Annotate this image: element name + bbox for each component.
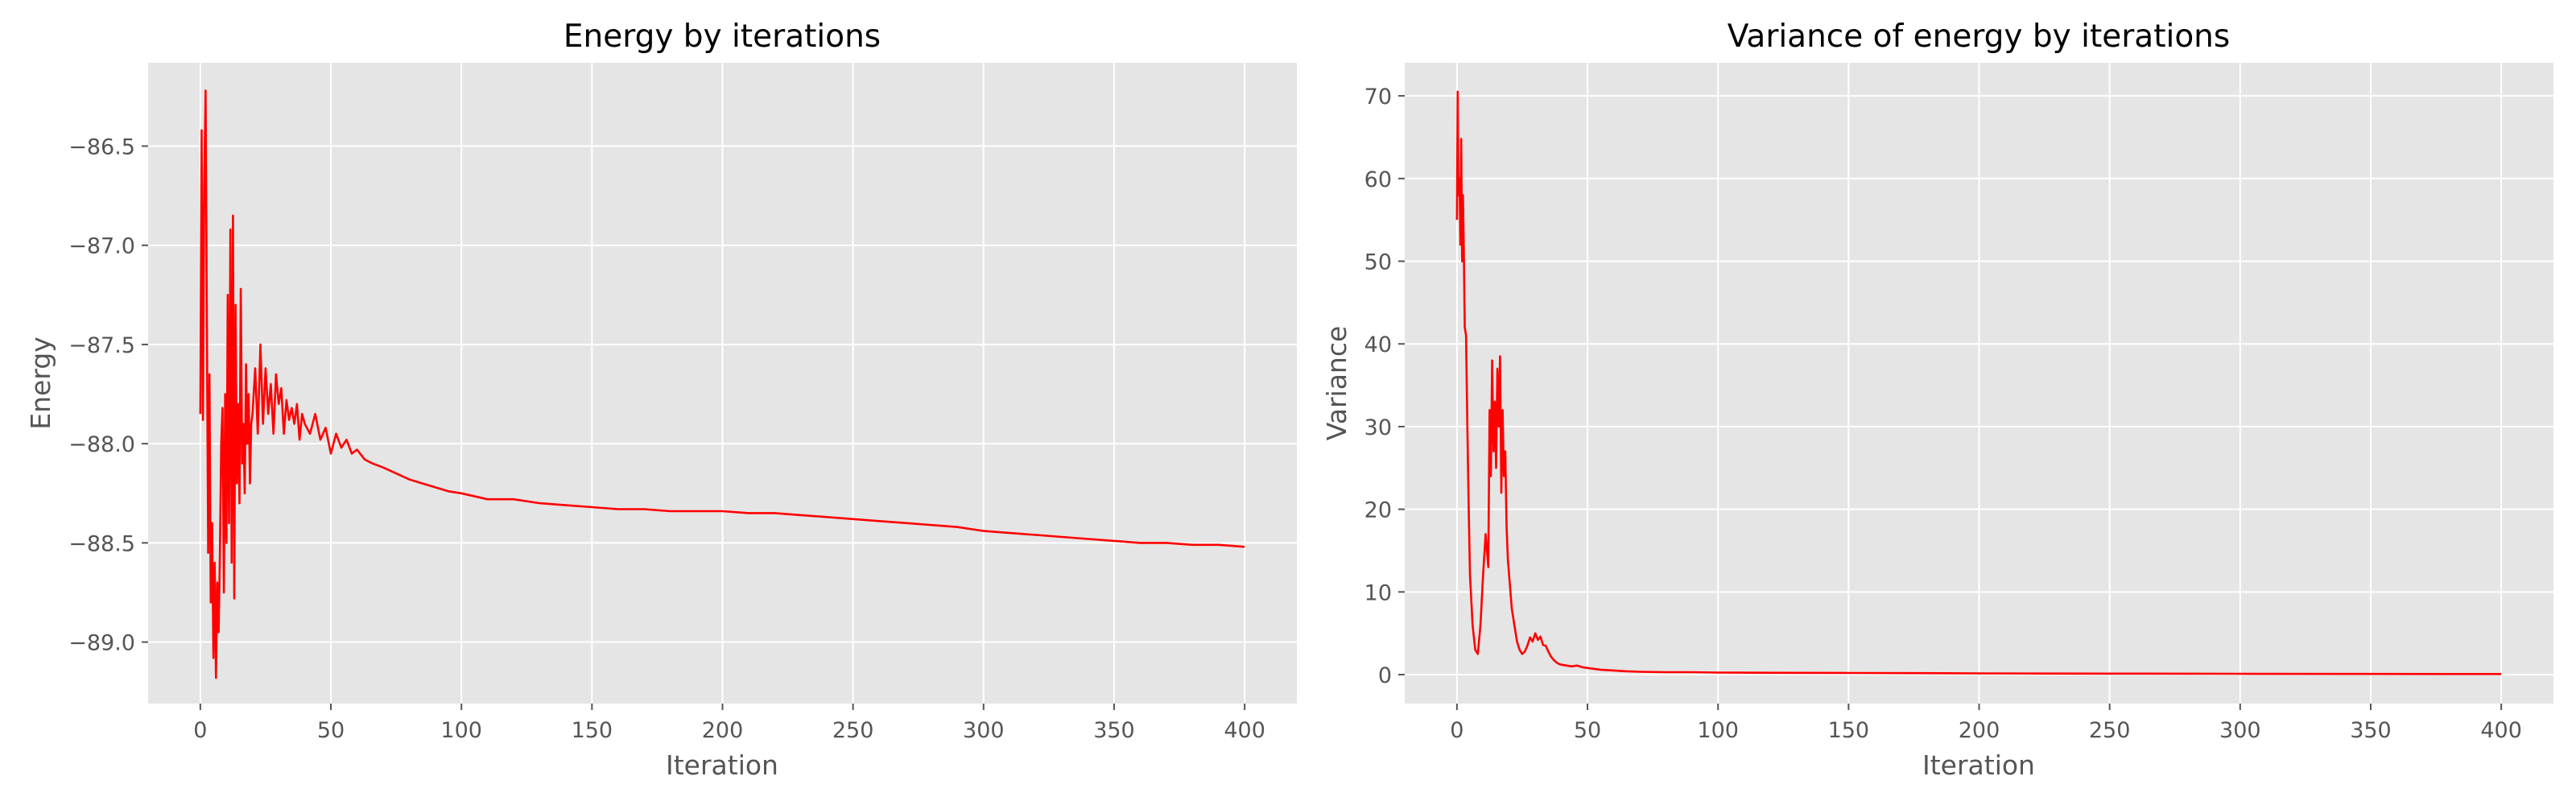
variance-series-line bbox=[1455, 90, 2502, 675]
energy-x-ticks: 0 50 100 150 200 250 300 350 400 bbox=[193, 704, 1265, 743]
energy-x-axis-label: Iteration bbox=[666, 749, 778, 781]
energy-y-tick-label: −87.0 bbox=[68, 234, 135, 259]
energy-series-line bbox=[199, 89, 1245, 679]
energy-y-axis-label: Energy bbox=[25, 336, 56, 430]
variance-x-tick-label: 200 bbox=[1959, 718, 2000, 743]
energy-x-tick-label: 0 bbox=[193, 718, 207, 743]
variance-y-tick-label: 40 bbox=[1364, 332, 1392, 357]
energy-x-tick-label: 200 bbox=[702, 718, 744, 743]
energy-chart: 0 50 100 150 200 250 300 350 400 −89.0 −88.5 −88.0… bbox=[25, 19, 1297, 781]
energy-y-tick-label: −86.5 bbox=[68, 135, 135, 160]
energy-y-tick-label: −89.0 bbox=[68, 631, 135, 656]
variance-x-tick-label: 400 bbox=[2480, 718, 2522, 743]
energy-x-tick-label: 400 bbox=[1224, 718, 1265, 743]
variance-x-tick-label: 250 bbox=[2089, 718, 2131, 743]
variance-y-tick-label: 50 bbox=[1364, 250, 1392, 275]
variance-y-ticks: 0 10 20 30 40 50 60 70 bbox=[1364, 85, 1405, 688]
energy-chart-title: Energy by iterations bbox=[564, 19, 881, 55]
variance-y-tick-label: 70 bbox=[1364, 85, 1392, 109]
variance-y-axis-label: Variance bbox=[1321, 326, 1352, 441]
variance-chart-title: Variance of energy by iterations bbox=[1728, 19, 2230, 55]
variance-x-ticks: 0 50 100 150 200 250 300 350 400 bbox=[1450, 704, 2522, 743]
variance-y-tick-label: 10 bbox=[1364, 580, 1392, 605]
variance-x-tick-label: 150 bbox=[1828, 718, 1870, 743]
variance-x-axis-label: Iteration bbox=[1922, 749, 2035, 781]
energy-x-tick-label: 350 bbox=[1093, 718, 1135, 743]
variance-x-tick-label: 100 bbox=[1697, 718, 1739, 743]
energy-x-tick-label: 150 bbox=[572, 718, 613, 743]
energy-y-tick-label: −88.0 bbox=[68, 432, 135, 457]
variance-y-tick-label: 60 bbox=[1364, 167, 1392, 192]
energy-x-tick-label: 50 bbox=[317, 718, 345, 743]
variance-y-tick-label: 20 bbox=[1364, 498, 1392, 523]
energy-grid bbox=[148, 63, 1297, 704]
energy-y-tick-label: −87.5 bbox=[68, 333, 135, 358]
variance-chart: 0 50 100 150 200 250 300 350 400 0 10 20 30 40 50 60 70… bbox=[1321, 19, 2553, 781]
variance-x-tick-label: 350 bbox=[2350, 718, 2392, 743]
variance-x-tick-label: 300 bbox=[2219, 718, 2261, 743]
energy-x-tick-label: 300 bbox=[963, 718, 1005, 743]
variance-y-tick-label: 30 bbox=[1364, 415, 1392, 440]
variance-y-tick-label: 0 bbox=[1378, 663, 1392, 688]
energy-x-tick-label: 100 bbox=[440, 718, 482, 743]
energy-y-tick-label: −88.5 bbox=[68, 531, 135, 556]
energy-y-ticks: −89.0 −88.5 −88.0 −87.5 −87.0 −86.5 bbox=[68, 135, 148, 656]
variance-x-tick-label: 0 bbox=[1450, 718, 1463, 743]
variance-x-tick-label: 50 bbox=[1574, 718, 1601, 743]
energy-x-tick-label: 250 bbox=[832, 718, 874, 743]
